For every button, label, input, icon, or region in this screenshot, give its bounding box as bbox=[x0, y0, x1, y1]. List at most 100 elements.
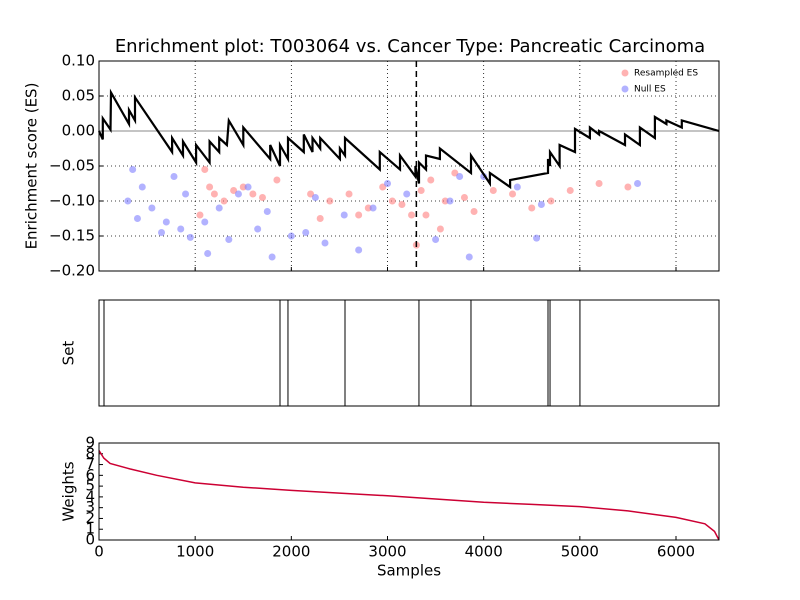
scatter-point bbox=[201, 166, 209, 173]
scatter-point bbox=[162, 218, 170, 226]
scatter-point bbox=[345, 190, 353, 198]
scatter-point bbox=[533, 234, 541, 242]
scatter-point bbox=[417, 187, 425, 194]
scatter-point bbox=[446, 197, 454, 205]
scatter-point bbox=[254, 225, 262, 233]
y-tick-label: −0.20 bbox=[49, 262, 95, 280]
scatter-point bbox=[204, 250, 212, 257]
x-tick-label: 6000 bbox=[657, 543, 695, 561]
scatter-point bbox=[307, 190, 315, 198]
scatter-point bbox=[489, 187, 497, 194]
scatter-point bbox=[547, 197, 555, 205]
scatter-point bbox=[595, 180, 603, 187]
scatter-point bbox=[436, 225, 444, 233]
x-tick-label: 4000 bbox=[465, 543, 503, 561]
legend-label: Null ES bbox=[634, 85, 666, 95]
scatter-point bbox=[340, 211, 348, 219]
scatter-point bbox=[398, 201, 406, 208]
scatter-point bbox=[408, 211, 416, 219]
x-tick-label: 0 bbox=[94, 543, 104, 561]
scatter-point bbox=[124, 197, 132, 205]
legend-label: Resampled ES bbox=[634, 69, 698, 79]
scatter-point bbox=[311, 194, 319, 201]
y-tick-label: 0.05 bbox=[62, 87, 95, 105]
scatter-point bbox=[403, 190, 411, 198]
y-tick-label: −0.15 bbox=[49, 227, 95, 245]
scatter-point bbox=[244, 183, 252, 191]
scatter-point bbox=[158, 229, 166, 236]
y-tick-label: 2 bbox=[85, 509, 95, 527]
scatter-point bbox=[460, 194, 468, 201]
y-tick-label: −0.05 bbox=[49, 157, 95, 175]
y-tick-label: 0 bbox=[85, 531, 95, 549]
scatter-point bbox=[177, 225, 185, 233]
scatter-point bbox=[355, 246, 363, 254]
scatter-point bbox=[441, 197, 449, 205]
scatter-point bbox=[355, 211, 363, 219]
scatter-point bbox=[239, 183, 247, 191]
scatter-point bbox=[369, 204, 377, 212]
scatter-point bbox=[258, 194, 266, 201]
y-axis-label: Enrichment score (ES) bbox=[23, 83, 41, 250]
scatter-point bbox=[388, 197, 396, 205]
scatter-point bbox=[170, 173, 178, 180]
y-tick-label: 3 bbox=[85, 498, 95, 516]
y-tick-label: 0.10 bbox=[62, 52, 95, 70]
scatter-point bbox=[451, 169, 459, 177]
scatter-point bbox=[206, 183, 214, 191]
scatter-point bbox=[302, 229, 310, 236]
y-tick-label: −0.10 bbox=[49, 192, 95, 210]
scatter-point bbox=[456, 173, 464, 180]
scatter-point bbox=[230, 187, 238, 194]
y-tick-label: 0.00 bbox=[62, 122, 95, 140]
scatter-point bbox=[249, 190, 257, 198]
scatter-point bbox=[465, 253, 473, 261]
chart-title: Enrichment plot: T003064 vs. Cancer Type… bbox=[115, 36, 705, 57]
scatter-point bbox=[470, 208, 478, 215]
scatter-point bbox=[201, 218, 209, 226]
scatter-point bbox=[215, 204, 223, 212]
y-tick-label: 8 bbox=[85, 444, 95, 462]
scatter-point bbox=[509, 190, 517, 198]
y-tick-label: 6 bbox=[85, 466, 95, 484]
y-tick-label: 7 bbox=[85, 455, 95, 473]
scatter-point bbox=[422, 211, 430, 219]
axes-frame bbox=[98, 299, 720, 407]
scatter-point bbox=[379, 183, 387, 191]
scatter-point bbox=[138, 183, 146, 191]
scatter-point bbox=[148, 204, 156, 212]
x-tick-label: 5000 bbox=[561, 543, 599, 561]
scatter-point bbox=[566, 187, 574, 194]
scatter-point bbox=[537, 201, 545, 208]
scatter-point bbox=[528, 204, 536, 212]
scatter-point bbox=[186, 233, 194, 241]
scatter-point bbox=[263, 208, 271, 215]
scatter-point bbox=[624, 183, 632, 191]
scatter-point bbox=[427, 176, 435, 184]
scatter-point bbox=[513, 183, 521, 191]
scatter-point bbox=[321, 239, 329, 247]
es-line bbox=[97, 88, 720, 190]
scatter-point bbox=[225, 236, 233, 243]
axes-frame bbox=[98, 60, 720, 272]
legend-marker bbox=[621, 69, 629, 77]
legend-marker bbox=[621, 85, 629, 93]
scatter-point bbox=[432, 236, 440, 243]
x-axis-label: Samples bbox=[377, 562, 441, 580]
scatter-point bbox=[287, 232, 295, 240]
scatter-point bbox=[384, 180, 392, 187]
scatter-point bbox=[316, 215, 324, 222]
scatter-point bbox=[273, 176, 281, 184]
scatter-point bbox=[129, 166, 137, 173]
axes-frame bbox=[98, 442, 720, 541]
y-tick-label: 5 bbox=[85, 477, 95, 495]
scatter-point bbox=[133, 215, 141, 222]
y-tick-label: 1 bbox=[85, 520, 95, 538]
scatter-point bbox=[210, 190, 218, 198]
scatter-point bbox=[634, 180, 642, 187]
scatter-point bbox=[234, 190, 242, 198]
scatter-point bbox=[364, 204, 372, 212]
y-tick-label: 9 bbox=[85, 434, 95, 452]
scatter-point bbox=[196, 211, 204, 219]
